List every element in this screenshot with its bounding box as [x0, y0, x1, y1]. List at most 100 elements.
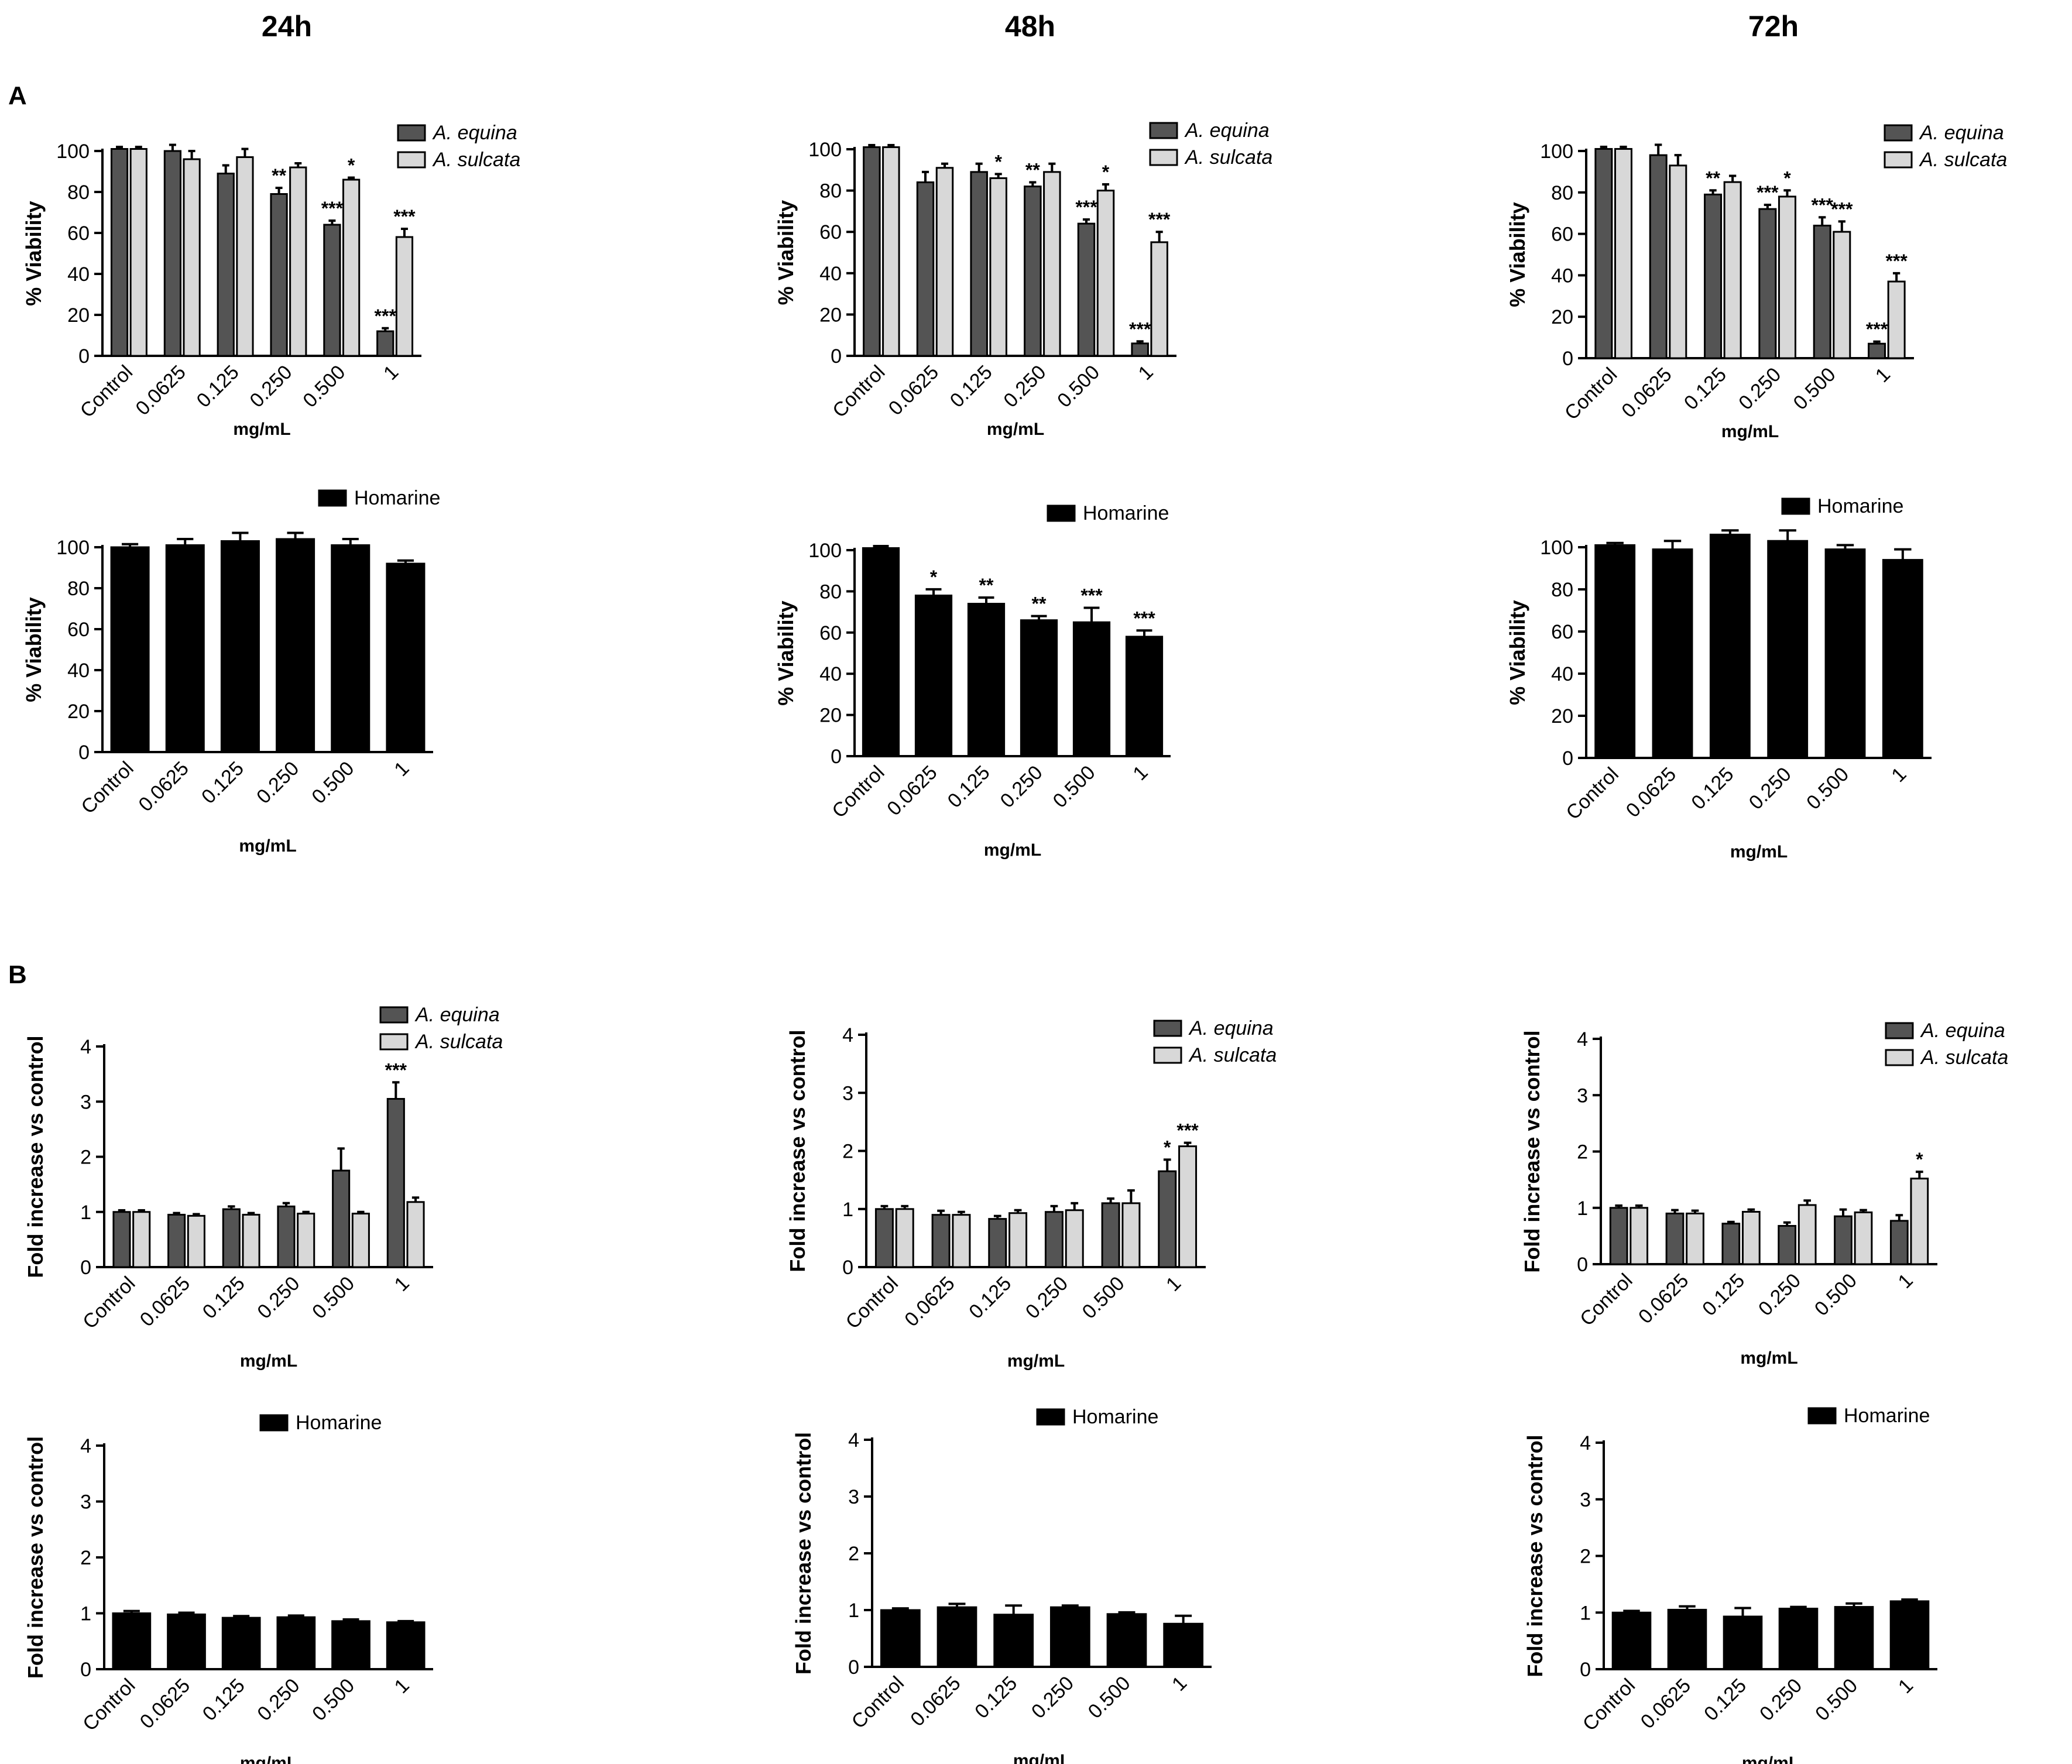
bar-homarine-1 — [165, 544, 205, 753]
legend-label: Homarine — [1844, 1405, 1930, 1427]
y-tick-label: 20 — [1551, 705, 1573, 727]
legend-swatch — [1153, 1020, 1182, 1037]
significance-marker: *** — [393, 206, 416, 227]
legend-label: A. equina — [432, 122, 517, 144]
significance-marker: *** — [1075, 197, 1097, 218]
bar-homarine-2 — [993, 1614, 1034, 1668]
y-tick-label: 0 — [831, 746, 842, 768]
bar-homarine-2 — [221, 1617, 261, 1670]
y-tick-label: 20 — [819, 705, 842, 727]
significance-marker: *** — [1812, 194, 1834, 215]
significance-marker: *** — [321, 198, 344, 219]
x-axis-label: mg/mL — [1721, 422, 1779, 441]
bar-homarine-0 — [862, 547, 900, 757]
bar-aequina-1 — [1649, 154, 1668, 359]
significance-marker: * — [930, 567, 938, 588]
bar-asulcata-3 — [1778, 195, 1796, 359]
y-tick-label: 0 — [78, 742, 90, 764]
bar-asulcata-3 — [297, 1213, 315, 1268]
y-tick-label: 0 — [78, 345, 90, 368]
bar-homarine-2 — [1723, 1615, 1763, 1670]
bar-aequina-4 — [1813, 224, 1831, 359]
bar-aequina-4 — [1101, 1202, 1120, 1268]
bar-aequina-4 — [323, 224, 341, 357]
y-axis-label: Fold increase vs control — [1520, 1030, 1544, 1272]
legend-label: Homarine — [1817, 495, 1903, 517]
y-tick-label: 2 — [848, 1543, 859, 1565]
bar-aequina-5 — [1158, 1170, 1177, 1268]
bar-homarine-5 — [1125, 636, 1164, 757]
bar-asulcata-1 — [935, 167, 954, 357]
legend: A. equina A. sulcata — [379, 1004, 503, 1053]
legend-label: Homarine — [1083, 502, 1169, 524]
significance-marker: *** — [1133, 608, 1155, 629]
bar-homarine-0 — [880, 1609, 921, 1668]
legend-label: A. sulcata — [414, 1031, 503, 1053]
y-axis-label: % Viability — [1505, 600, 1529, 705]
y-axis-label: Fold increase vs control — [23, 1035, 47, 1278]
bar-aequina-5 — [1889, 1220, 1909, 1265]
bar-aequina-0 — [1609, 1207, 1628, 1265]
bar-aequina-4 — [332, 1169, 351, 1268]
significance-marker: *** — [1129, 318, 1151, 339]
bar-asulcata-1 — [183, 158, 201, 357]
bar-homarine-2 — [1709, 533, 1751, 759]
legend: A. equina A. sulcata — [397, 122, 520, 171]
bar-aequina-1 — [167, 1213, 186, 1268]
bar-asulcata-4 — [1096, 190, 1115, 357]
significance-marker: * — [1102, 162, 1110, 183]
bar-asulcata-3 — [1797, 1204, 1817, 1265]
legend: Homarine — [1036, 1406, 1158, 1428]
y-tick-label: 0 — [1577, 1254, 1588, 1276]
bar-homarine-1 — [936, 1606, 977, 1668]
legend: Homarine — [318, 487, 440, 509]
y-tick-label: 0 — [842, 1257, 853, 1279]
legend-swatch — [318, 489, 347, 507]
y-tick-label: 60 — [67, 619, 90, 641]
legend-swatch — [1149, 122, 1178, 139]
bar-homarine-1 — [1667, 1608, 1707, 1670]
legend-swatch — [1807, 1407, 1837, 1425]
legend-swatch — [1885, 1049, 1914, 1066]
bar-aequina-3 — [1024, 186, 1042, 357]
bar-asulcata-0 — [1630, 1207, 1649, 1265]
y-tick-label: 60 — [67, 222, 90, 245]
bar-aequina-4 — [1077, 222, 1096, 357]
y-tick-label: 40 — [67, 660, 90, 682]
bar-aequina-5 — [1868, 342, 1886, 359]
bar-homarine-3 — [276, 1616, 316, 1670]
bar-homarine-3 — [1778, 1607, 1819, 1670]
x-axis-label: mg/mL — [987, 420, 1044, 439]
y-tick-label: 2 — [80, 1147, 91, 1169]
bar-asulcata-0 — [129, 148, 147, 357]
y-tick-label: 2 — [842, 1141, 853, 1163]
bar-homarine-1 — [914, 594, 953, 757]
y-tick-label: 3 — [1580, 1489, 1591, 1511]
x-axis-label: mg/mL — [240, 1753, 297, 1764]
bar-aequina-3 — [270, 193, 288, 357]
bar-homarine-3 — [1767, 540, 1809, 759]
bar-asulcata-0 — [1614, 147, 1632, 359]
bar-asulcata-1 — [187, 1214, 205, 1268]
panel-label-a: A — [8, 81, 27, 110]
bar-aequina-5 — [1131, 342, 1149, 357]
y-tick-label: 1 — [80, 1603, 91, 1625]
y-tick-label: 4 — [80, 1036, 91, 1058]
bar-homarine-0 — [1594, 544, 1636, 759]
bar-aequina-0 — [874, 1208, 894, 1268]
bar-homarine-5 — [386, 1621, 426, 1670]
y-tick-label: 20 — [1551, 306, 1573, 328]
bar-asulcata-2 — [989, 177, 1007, 357]
bar-homarine-2 — [220, 540, 260, 753]
bar-aequina-0 — [110, 148, 129, 357]
y-tick-label: 2 — [1577, 1141, 1588, 1164]
y-tick-label: 20 — [67, 701, 90, 723]
legend-swatch — [1885, 1022, 1914, 1039]
y-tick-label: 40 — [819, 663, 842, 685]
y-tick-label: 60 — [819, 221, 842, 243]
significance-marker: * — [1164, 1137, 1171, 1158]
y-tick-label: 40 — [819, 263, 842, 285]
bar-asulcata-2 — [1008, 1212, 1028, 1268]
bar-homarine-1 — [1652, 548, 1693, 759]
